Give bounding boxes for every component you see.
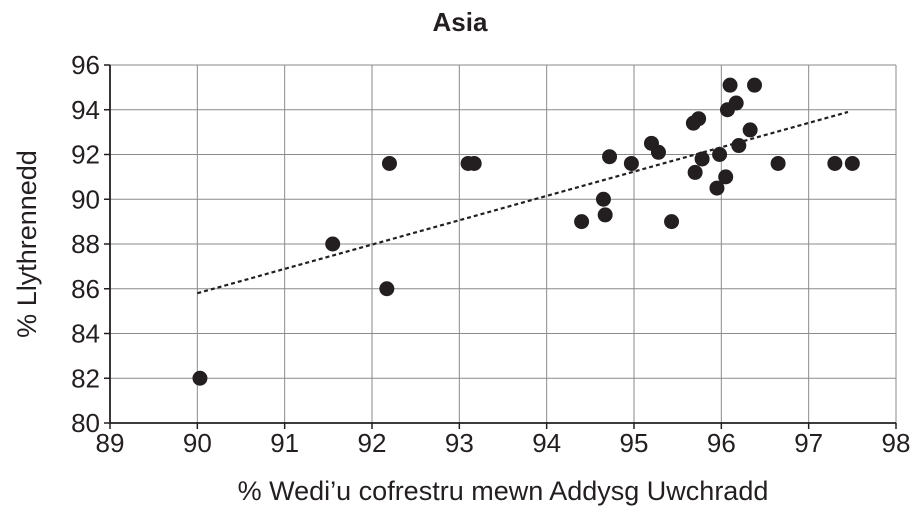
x-tick-label: 96	[707, 428, 736, 458]
data-point	[709, 180, 725, 196]
y-tick-label: 90	[71, 184, 100, 214]
data-point	[728, 95, 744, 111]
data-point	[325, 236, 341, 252]
data-point	[664, 214, 680, 230]
data-point	[602, 149, 618, 165]
x-tick-label: 92	[358, 428, 387, 458]
data-point	[742, 122, 758, 138]
y-tick-label: 82	[71, 363, 100, 393]
x-axis-label: % Wedi’u cofrestru mewn Addysg Uwchradd	[238, 476, 769, 506]
data-point	[747, 77, 763, 93]
y-tick-label: 96	[71, 50, 100, 80]
grid	[110, 64, 897, 423]
x-tick-label: 91	[270, 428, 299, 458]
y-axis-label: % Llythrennedd	[12, 150, 42, 338]
data-point	[623, 155, 639, 171]
data-point	[712, 147, 728, 162]
data-point	[192, 370, 208, 386]
x-tick-label: 93	[445, 428, 474, 458]
data-point	[731, 138, 747, 154]
y-tick-label: 92	[71, 140, 100, 170]
y-tick-label: 86	[71, 274, 100, 304]
data-point	[597, 207, 613, 223]
data-point	[595, 191, 611, 207]
data-point	[827, 155, 843, 171]
data-point	[379, 281, 395, 297]
x-tick-label: 94	[532, 428, 561, 458]
chart-title: Asia	[433, 7, 488, 37]
x-tick-label: 90	[183, 428, 212, 458]
data-point	[718, 169, 734, 185]
data-point	[770, 155, 786, 171]
data-point	[574, 214, 590, 230]
data-point	[694, 151, 710, 167]
x-tick-label: 97	[794, 428, 823, 458]
data-point	[691, 111, 707, 127]
y-tick-label: 88	[71, 229, 100, 259]
data-point	[687, 164, 703, 180]
y-tick-label: 80	[71, 408, 100, 438]
x-tick-label: 89	[96, 428, 125, 458]
x-tick-label: 95	[620, 428, 649, 458]
data-points	[192, 77, 860, 386]
data-point	[722, 77, 738, 93]
data-point	[844, 155, 860, 171]
axes	[104, 64, 897, 429]
data-point	[381, 155, 397, 171]
trendline	[197, 110, 849, 295]
y-tick-label: 84	[71, 319, 100, 349]
x-tick-labels: 89 90 91 92 93 94 95 96 97 98	[96, 428, 911, 458]
x-tick-label: 98	[882, 428, 911, 458]
trendline-group	[197, 110, 849, 295]
y-tick-label: 94	[71, 95, 100, 125]
data-point	[466, 155, 482, 171]
y-tick-labels: 80 82 84 86 88 90 92 94 96	[71, 50, 100, 438]
data-point	[650, 144, 666, 160]
